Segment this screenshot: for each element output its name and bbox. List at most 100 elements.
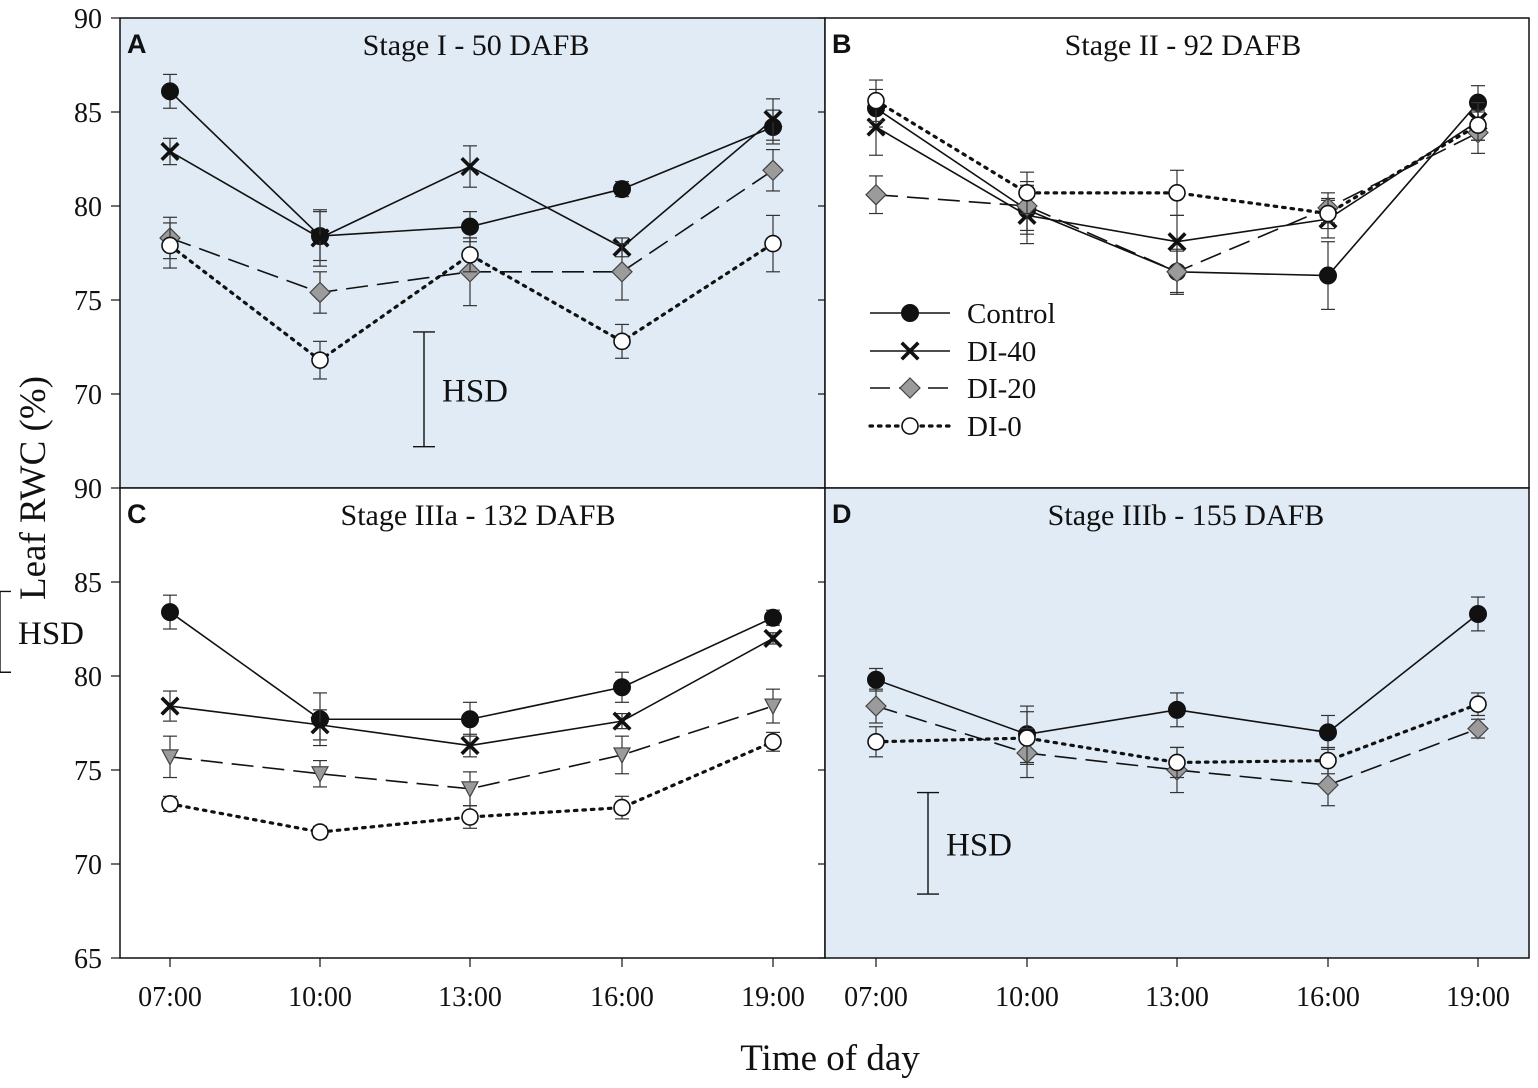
- legend-label: Control: [967, 298, 1056, 330]
- legend-marker: [900, 341, 920, 361]
- series-di-0: [867, 692, 1487, 779]
- y-tick-label: 65: [74, 944, 102, 975]
- legend-label: DI-20: [967, 373, 1036, 405]
- panel-title: Stage II - 92 DAFB: [1065, 29, 1302, 62]
- series-line: [169, 705, 774, 790]
- series-di-20: [161, 688, 782, 807]
- legend-label: DI-0: [967, 411, 1022, 443]
- x-tick-label: 10:00: [288, 982, 352, 1013]
- data-point: [310, 715, 330, 735]
- data-point: [1168, 753, 1186, 772]
- data-point: [866, 117, 886, 137]
- hsd-label: HSD: [442, 373, 508, 409]
- data-point: [1467, 717, 1489, 740]
- data-point: [867, 91, 885, 110]
- data-point: [311, 766, 329, 784]
- panel-letter: A: [127, 29, 147, 59]
- x-tick-label: 07:00: [844, 982, 908, 1013]
- data-point: [1319, 266, 1337, 285]
- data-point: [1018, 184, 1036, 202]
- data-point: [1319, 204, 1337, 223]
- legend-item-control: Control: [870, 298, 1056, 330]
- data-point: [461, 217, 479, 236]
- x-tick-label: 19:00: [1446, 982, 1510, 1013]
- data-point: [613, 678, 631, 697]
- data-point: [613, 798, 631, 817]
- data-point: [764, 698, 782, 716]
- x-tick-label: 13:00: [438, 982, 502, 1013]
- data-point: [1319, 723, 1337, 742]
- data-point: [1469, 604, 1487, 623]
- legend-marker: [901, 304, 919, 322]
- data-point: [762, 159, 784, 182]
- hsd-bar: HSD: [413, 331, 508, 448]
- data-point: [1018, 729, 1036, 747]
- legend-item-di-40: DI-40: [870, 336, 1036, 368]
- data-point: [1168, 700, 1186, 719]
- x-tick-label: 16:00: [1296, 982, 1360, 1013]
- legend-marker: [899, 377, 921, 399]
- series-di-40: [160, 98, 783, 267]
- data-point: [613, 747, 631, 765]
- series-di-0: [161, 731, 782, 841]
- panels: HSD A Stage I - 50 DAFB B Stage II - 92 DAFB…: [0, 17, 1530, 967]
- hsd-bar: HSD: [917, 791, 1012, 895]
- x-axis-label: Time of day: [740, 1038, 920, 1079]
- data-point: [867, 670, 885, 689]
- data-point: [865, 183, 887, 206]
- data-point: [1167, 232, 1187, 252]
- data-point: [611, 260, 633, 283]
- panel-c: HSD C Stage IIIa - 132 DAFB: [0, 487, 826, 967]
- data-point: [1469, 116, 1487, 134]
- data-point: [764, 732, 782, 751]
- x-tick-label: 07:00: [138, 982, 202, 1013]
- data-point: [613, 332, 631, 351]
- data-point: [461, 246, 479, 264]
- data-point: [1319, 751, 1337, 770]
- y-tick-label: 80: [74, 662, 102, 693]
- y-tick-label: 70: [74, 850, 102, 881]
- series-line: [168, 740, 775, 834]
- data-point: [1166, 260, 1188, 283]
- series-line: [168, 242, 775, 363]
- data-point: [311, 351, 329, 369]
- panel-a: HSD A Stage I - 50 DAFB: [111, 17, 826, 489]
- panel-d: HSD D Stage IIIb - 155 DAFB: [818, 487, 1530, 967]
- y-tick-label: 85: [74, 568, 102, 599]
- data-point: [460, 156, 480, 177]
- hsd-label: HSD: [18, 616, 84, 652]
- series-control: [161, 594, 782, 747]
- data-point: [612, 711, 632, 731]
- data-point: [160, 696, 180, 716]
- panel-title: Stage I - 50 DAFB: [363, 29, 590, 62]
- y-tick-label: 80: [74, 192, 102, 223]
- series-di-0: [161, 214, 782, 380]
- x-tick-label: 10:00: [995, 982, 1059, 1013]
- data-point: [1168, 184, 1186, 202]
- data-point: [161, 82, 179, 101]
- y-tick-label: 90: [74, 4, 102, 35]
- data-point: [161, 603, 179, 622]
- panel-letter: C: [127, 499, 147, 529]
- legend-item-di-20: DI-20: [870, 373, 1036, 405]
- y-tick-label: 75: [74, 286, 102, 317]
- y-tick-label: 85: [74, 98, 102, 129]
- y-tick-label: 75: [74, 756, 102, 787]
- data-point: [161, 236, 179, 255]
- panel-title: Stage IIIa - 132 DAFB: [341, 499, 616, 532]
- legend-marker: [901, 417, 919, 435]
- data-point: [865, 695, 887, 717]
- legend-label: DI-40: [967, 336, 1036, 368]
- x-tick-label: 13:00: [1145, 982, 1209, 1013]
- y-tick-label: 90: [74, 474, 102, 505]
- data-point: [1317, 774, 1339, 796]
- data-point: [763, 628, 783, 648]
- panel-letter: B: [832, 29, 852, 59]
- hsd-label: HSD: [946, 827, 1012, 863]
- data-point: [460, 736, 480, 756]
- y-axis-label: Leaf RWC (%): [13, 376, 54, 600]
- data-point: [867, 732, 885, 751]
- panel-frame: [824, 487, 1530, 959]
- legend: Control DI-40 DI-20 DI-0: [868, 298, 1056, 443]
